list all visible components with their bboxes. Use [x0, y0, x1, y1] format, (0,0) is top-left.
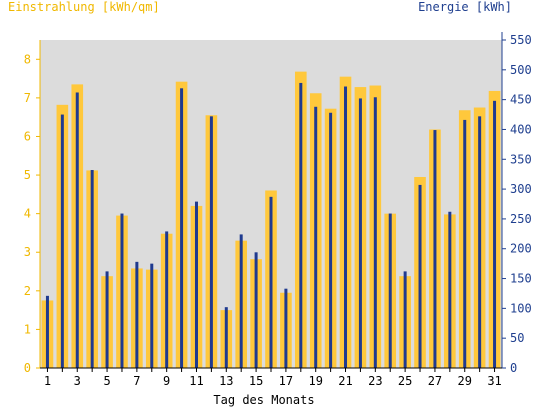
x-tick-label: 13	[219, 374, 233, 388]
energy-bar-day-21	[344, 86, 348, 369]
right-tick-label: 300	[510, 182, 532, 196]
x-tick-label: 5	[103, 374, 110, 388]
energy-bar-day-7	[135, 261, 139, 368]
x-axis-label: Tag des Monats	[213, 393, 314, 407]
energy-bar-day-16	[269, 196, 273, 368]
right-tick-label: 200	[510, 242, 532, 256]
left-axis-label: Einstrahlung [kWh/qm]	[8, 0, 160, 14]
energy-bar-day-10	[180, 88, 184, 368]
left-tick-label: 0	[24, 361, 31, 375]
right-tick-label: 150	[510, 272, 532, 286]
bars-group	[41, 71, 501, 369]
right-tick-label: 50	[510, 331, 524, 345]
energy-bar-day-29	[463, 119, 467, 368]
energy-bar-day-17	[284, 288, 288, 368]
right-tick-label: 550	[510, 33, 532, 47]
right-tick-label: 400	[510, 122, 532, 136]
energy-bar-day-23	[373, 97, 377, 368]
energy-bar-day-12	[209, 116, 213, 368]
left-tick-label: 8	[24, 52, 31, 66]
x-tick-label: 29	[458, 374, 472, 388]
energy-bar-day-31	[493, 100, 497, 368]
energy-bar-day-3	[75, 92, 79, 368]
right-tick-label: 500	[510, 63, 532, 77]
left-tick-label: 1	[24, 322, 31, 336]
x-tick-label: 15	[249, 374, 263, 388]
x-tick-label: 19	[308, 374, 322, 388]
energy-bar-day-13	[224, 307, 228, 368]
energy-bar-day-8	[150, 263, 154, 368]
energy-bar-day-2	[60, 114, 64, 368]
energy-bar-day-9	[165, 231, 169, 368]
right-axis-label: Energie [kWh]	[418, 0, 512, 14]
left-tick-label: 3	[24, 245, 31, 259]
x-tick-label: 31	[487, 374, 501, 388]
right-tick-label: 450	[510, 93, 532, 107]
energy-bar-day-27	[433, 130, 437, 368]
energy-bar-day-20	[329, 112, 333, 368]
energy-bar-day-19	[314, 106, 318, 368]
energy-bar-day-6	[120, 213, 124, 368]
energy-bar-day-26	[418, 184, 422, 368]
x-tick-label: 23	[368, 374, 382, 388]
energy-bar-day-28	[448, 211, 452, 368]
x-tick-label: 17	[279, 374, 293, 388]
left-tick-label: 6	[24, 129, 31, 143]
energy-bar-day-22	[358, 98, 362, 368]
axes-group: 0123456780501001502002503003504004505005…	[24, 32, 532, 388]
left-tick-label: 4	[24, 207, 31, 221]
left-tick-label: 7	[24, 91, 31, 105]
x-tick-label: 9	[163, 374, 170, 388]
left-tick-label: 5	[24, 168, 31, 182]
energy-bar-day-15	[254, 252, 258, 368]
energy-bar-day-18	[299, 82, 303, 368]
x-tick-label: 21	[338, 374, 352, 388]
x-tick-label: 1	[44, 374, 51, 388]
left-tick-label: 2	[24, 284, 31, 298]
x-tick-label: 3	[74, 374, 81, 388]
energy-bar-day-5	[105, 271, 109, 368]
right-tick-label: 250	[510, 212, 532, 226]
x-tick-label: 11	[189, 374, 203, 388]
right-tick-label: 100	[510, 301, 532, 315]
x-tick-label: 25	[398, 374, 412, 388]
x-tick-label: 27	[428, 374, 442, 388]
energy-bar-day-24	[388, 213, 392, 368]
energy-bar-day-4	[90, 170, 94, 368]
right-tick-label: 350	[510, 152, 532, 166]
x-tick-label: 7	[133, 374, 140, 388]
energy-bar-day-30	[478, 116, 482, 368]
right-tick-label: 0	[510, 361, 517, 375]
energy-bar-day-11	[194, 201, 198, 368]
energy-bar-day-1	[45, 295, 49, 368]
energy-bar-day-14	[239, 234, 243, 368]
energy-bar-day-25	[403, 271, 407, 368]
